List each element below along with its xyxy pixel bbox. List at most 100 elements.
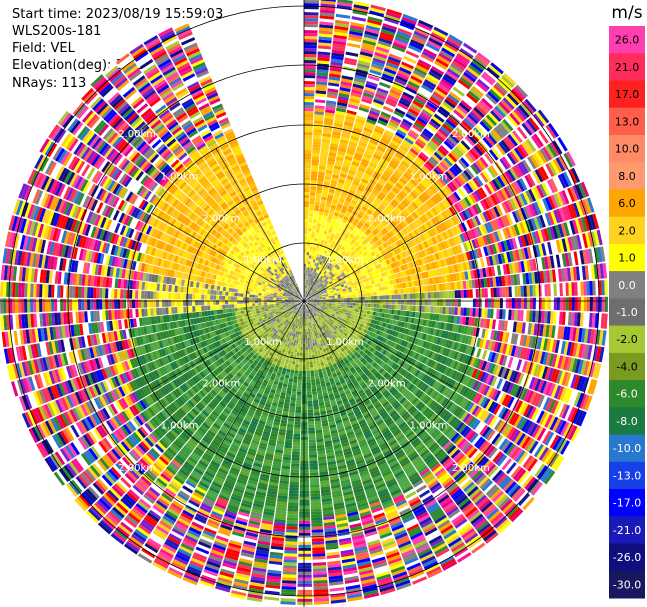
velocity-cell	[536, 200, 545, 214]
velocity-cell	[458, 173, 468, 184]
velocity-cell	[318, 171, 325, 176]
velocity-cell	[452, 273, 457, 282]
velocity-cell	[312, 249, 316, 254]
velocity-cell	[419, 151, 429, 161]
velocity-cell	[304, 108, 314, 112]
velocity-cell	[304, 294, 306, 298]
velocity-cell	[310, 261, 313, 265]
velocity-cell	[362, 130, 372, 136]
velocity-cell	[533, 323, 538, 336]
velocity-cell	[373, 270, 379, 275]
velocity-cell	[424, 79, 437, 88]
velocity-cell	[506, 114, 519, 128]
velocity-cell	[331, 302, 335, 304]
velocity-cell	[316, 302, 320, 304]
velocity-cell	[386, 165, 396, 172]
velocity-cell	[325, 109, 335, 114]
velocity-cell	[317, 277, 320, 281]
velocity-cell	[343, 158, 352, 164]
velocity-cell	[549, 178, 559, 193]
velocity-cell	[523, 285, 527, 297]
velocity-cell	[341, 78, 353, 84]
velocity-cell	[349, 273, 354, 278]
velocity-cell	[342, 164, 350, 170]
velocity-cell	[367, 217, 374, 224]
velocity-cell	[312, 222, 317, 226]
velocity-cell	[508, 238, 515, 250]
velocity-cell	[367, 307, 371, 311]
velocity-cell	[427, 40, 442, 50]
velocity-cell	[320, 239, 325, 244]
velocity-cell	[389, 212, 396, 220]
velocity-cell	[320, 284, 324, 288]
velocity-cell	[308, 261, 311, 265]
velocity-cell	[399, 190, 408, 198]
velocity-cell	[558, 268, 563, 282]
velocity-cell	[418, 135, 429, 144]
velocity-cell	[410, 126, 421, 135]
velocity-cell	[319, 205, 325, 210]
velocity-cell	[469, 307, 473, 317]
velocity-cell	[348, 253, 354, 258]
velocity-cell	[307, 270, 309, 274]
velocity-cell	[453, 315, 458, 324]
velocity-cell	[383, 132, 393, 140]
velocity-cell	[340, 298, 344, 301]
velocity-cell	[375, 247, 381, 254]
velocity-cell	[358, 249, 363, 255]
velocity-cell	[457, 244, 463, 254]
velocity-cell	[351, 161, 360, 167]
velocity-cell	[559, 297, 563, 311]
velocity-cell	[316, 298, 320, 300]
velocity-cell	[388, 294, 392, 300]
velocity-cell	[405, 269, 410, 276]
velocity-cell	[329, 67, 342, 72]
velocity-cell	[526, 119, 538, 133]
velocity-cell	[412, 124, 423, 133]
velocity-cell	[514, 298, 518, 309]
velocity-cell	[520, 297, 524, 309]
velocity-cell	[376, 268, 381, 274]
velocity-cell	[398, 265, 403, 272]
velocity-cell	[386, 205, 393, 213]
velocity-cell	[417, 243, 424, 251]
velocity-cell	[499, 229, 506, 240]
velocity-cell	[347, 106, 358, 113]
velocity-cell	[375, 287, 380, 292]
velocity-cell	[304, 105, 314, 109]
velocity-cell	[414, 209, 422, 218]
velocity-cell	[343, 124, 353, 130]
velocity-cell	[561, 190, 570, 205]
velocity-cell	[567, 236, 574, 251]
velocity-cell	[340, 170, 348, 176]
velocity-cell	[538, 297, 542, 310]
velocity-cell	[534, 151, 545, 165]
velocity-cell	[556, 283, 560, 297]
velocity-cell	[365, 147, 375, 154]
velocity-cell	[391, 44, 406, 53]
velocity-cell	[400, 299, 404, 305]
velocity-cell	[304, 207, 309, 211]
velocity-cell	[456, 53, 471, 64]
velocity-cell	[418, 182, 427, 191]
velocity-cell	[305, 279, 307, 283]
velocity-cell	[309, 294, 312, 297]
velocity-cell	[378, 273, 383, 278]
velocity-cell	[564, 252, 570, 267]
velocity-cell	[340, 302, 344, 305]
velocity-cell	[339, 195, 346, 200]
velocity-cell	[378, 37, 393, 45]
velocity-cell	[324, 209, 330, 214]
velocity-cell	[310, 296, 314, 299]
velocity-cell	[353, 4, 369, 10]
velocity-cell	[528, 204, 536, 217]
velocity-cell	[324, 118, 334, 123]
velocity-cell	[525, 272, 530, 285]
velocity-cell	[443, 209, 451, 219]
velocity-cell	[352, 294, 356, 298]
velocity-cell	[366, 167, 375, 174]
velocity-cell	[465, 261, 471, 271]
velocity-cell	[307, 301, 311, 303]
velocity-cell	[332, 43, 346, 49]
velocity-cell	[358, 303, 362, 307]
